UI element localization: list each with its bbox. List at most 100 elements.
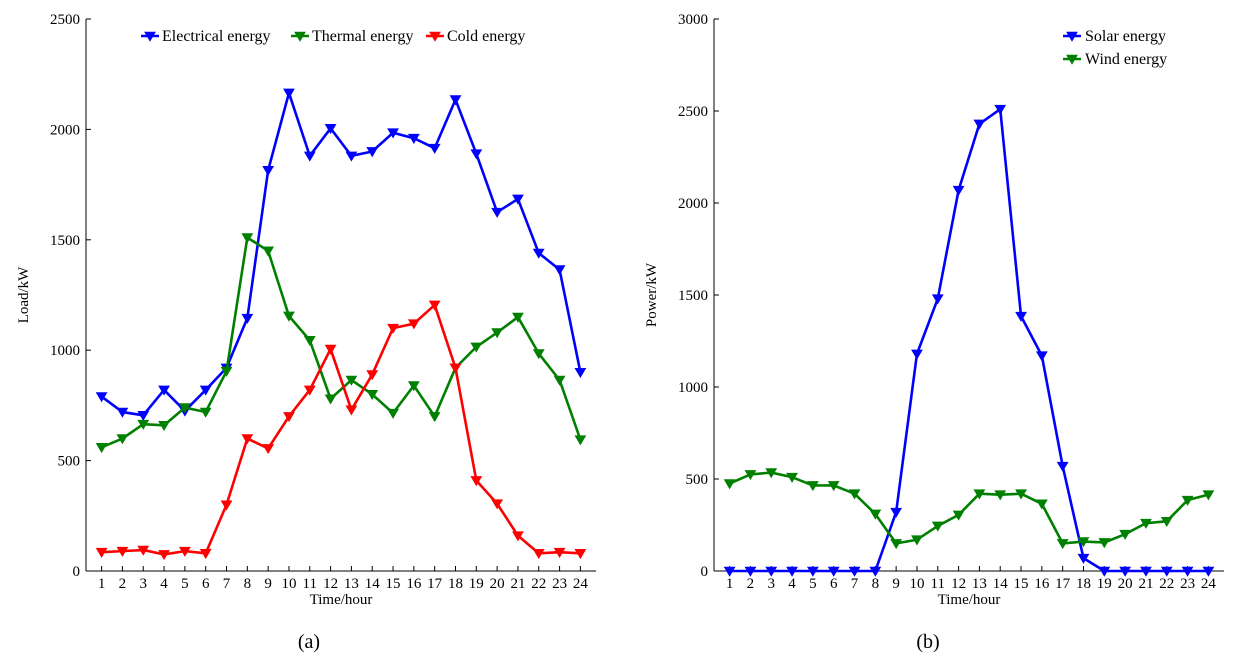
y-tick-label: 2500 [50, 12, 80, 28]
data-point [744, 566, 757, 577]
data-point [407, 381, 420, 392]
x-tick-label: 3 [767, 576, 775, 592]
data-point [241, 313, 254, 324]
data-point [1160, 517, 1173, 528]
data-point [241, 233, 254, 244]
y-tick-label: 500 [686, 472, 709, 488]
data-point [283, 88, 295, 99]
series-line [729, 471, 1209, 545]
x-tick-label: 21 [1138, 576, 1153, 592]
panel-caption: (a) [298, 631, 320, 653]
data-point [137, 419, 150, 430]
data-point [324, 123, 337, 135]
y-tick-label: 2000 [678, 196, 708, 212]
data-point [827, 566, 840, 577]
data-point [407, 319, 420, 330]
legend: Electrical energy Thermal energy Cold ener… [141, 28, 525, 45]
data-point [387, 323, 399, 334]
series-wind-energy [723, 468, 1215, 550]
x-tick-label: 1 [98, 576, 106, 592]
data-point [973, 489, 986, 500]
y-tick-label: 2500 [678, 104, 708, 120]
y-tick-label: 1000 [50, 343, 80, 359]
data-point [158, 385, 170, 396]
data-point [512, 531, 524, 542]
data-point [303, 385, 316, 396]
data-point [345, 375, 358, 386]
data-point [345, 405, 358, 416]
x-tick-label: 15 [1014, 576, 1029, 592]
data-point [449, 95, 462, 106]
x-tick-label: 11 [931, 576, 945, 592]
data-point [911, 349, 923, 360]
legend-marker [1066, 31, 1078, 42]
data-point [869, 566, 882, 577]
x-tick-label: 15 [386, 576, 401, 592]
legend-label: Solar energy [1085, 28, 1166, 45]
data-point [283, 412, 295, 423]
data-point [532, 549, 545, 560]
data-point [574, 367, 587, 379]
data-point [199, 407, 212, 418]
series-line [729, 107, 1209, 573]
x-tick-label: 6 [830, 576, 838, 592]
legend-marker [294, 31, 306, 42]
data-point [428, 412, 441, 423]
data-point [723, 566, 736, 577]
data-point [95, 392, 108, 403]
series-line [101, 303, 581, 556]
legend: Solar energy Wind energy [1063, 28, 1167, 68]
x-tick-label: 22 [1159, 576, 1174, 592]
x-axis-label: Time/hour [310, 592, 373, 608]
data-point [869, 509, 882, 520]
x-tick-label: 20 [490, 576, 505, 592]
y-tick-label: 1500 [50, 233, 80, 249]
x-tick-label: 10 [281, 576, 296, 592]
data-point [303, 335, 316, 346]
x-tick-label: 24 [1201, 576, 1217, 592]
data-point [1035, 499, 1048, 510]
data-point [890, 507, 903, 518]
data-point [827, 481, 840, 492]
data-point [1077, 537, 1090, 548]
data-point [786, 472, 798, 483]
data-point [387, 128, 399, 139]
data-point [95, 443, 108, 454]
legend-label: Cold energy [447, 28, 525, 45]
series-thermal-energy [95, 233, 587, 454]
x-tick-label: 9 [892, 576, 900, 592]
data-point [366, 370, 379, 381]
data-point [765, 468, 778, 479]
data-point [806, 481, 819, 492]
data-point [1181, 495, 1194, 506]
data-point [1119, 529, 1132, 540]
x-tick-label: 13 [972, 576, 987, 592]
y-axis-label: Load/kW [16, 266, 32, 323]
data-point [952, 185, 965, 196]
data-point [262, 444, 275, 455]
data-point [220, 366, 233, 377]
data-point [931, 294, 944, 305]
y-tick-label: 1000 [678, 380, 708, 396]
y-tick-label: 0 [73, 564, 81, 580]
x-tick-label: 19 [469, 576, 484, 592]
data-point [303, 151, 316, 162]
data-point [491, 207, 504, 218]
x-tick-label: 6 [202, 576, 210, 592]
x-tick-label: 1 [726, 576, 734, 592]
x-tick-label: 2 [119, 576, 127, 592]
data-point [952, 510, 965, 521]
x-tick-label: 18 [448, 576, 463, 592]
data-point [324, 394, 337, 405]
data-point [470, 476, 483, 487]
data-point [574, 435, 587, 446]
data-point [973, 119, 986, 130]
x-tick-label: 11 [303, 576, 317, 592]
data-point [387, 408, 399, 419]
y-axis-label: Power/kW [644, 262, 660, 327]
x-tick-label: 17 [1055, 576, 1071, 592]
data-point [1140, 518, 1152, 529]
data-point [532, 248, 545, 259]
x-axis-label: Time/hour [938, 592, 1001, 608]
